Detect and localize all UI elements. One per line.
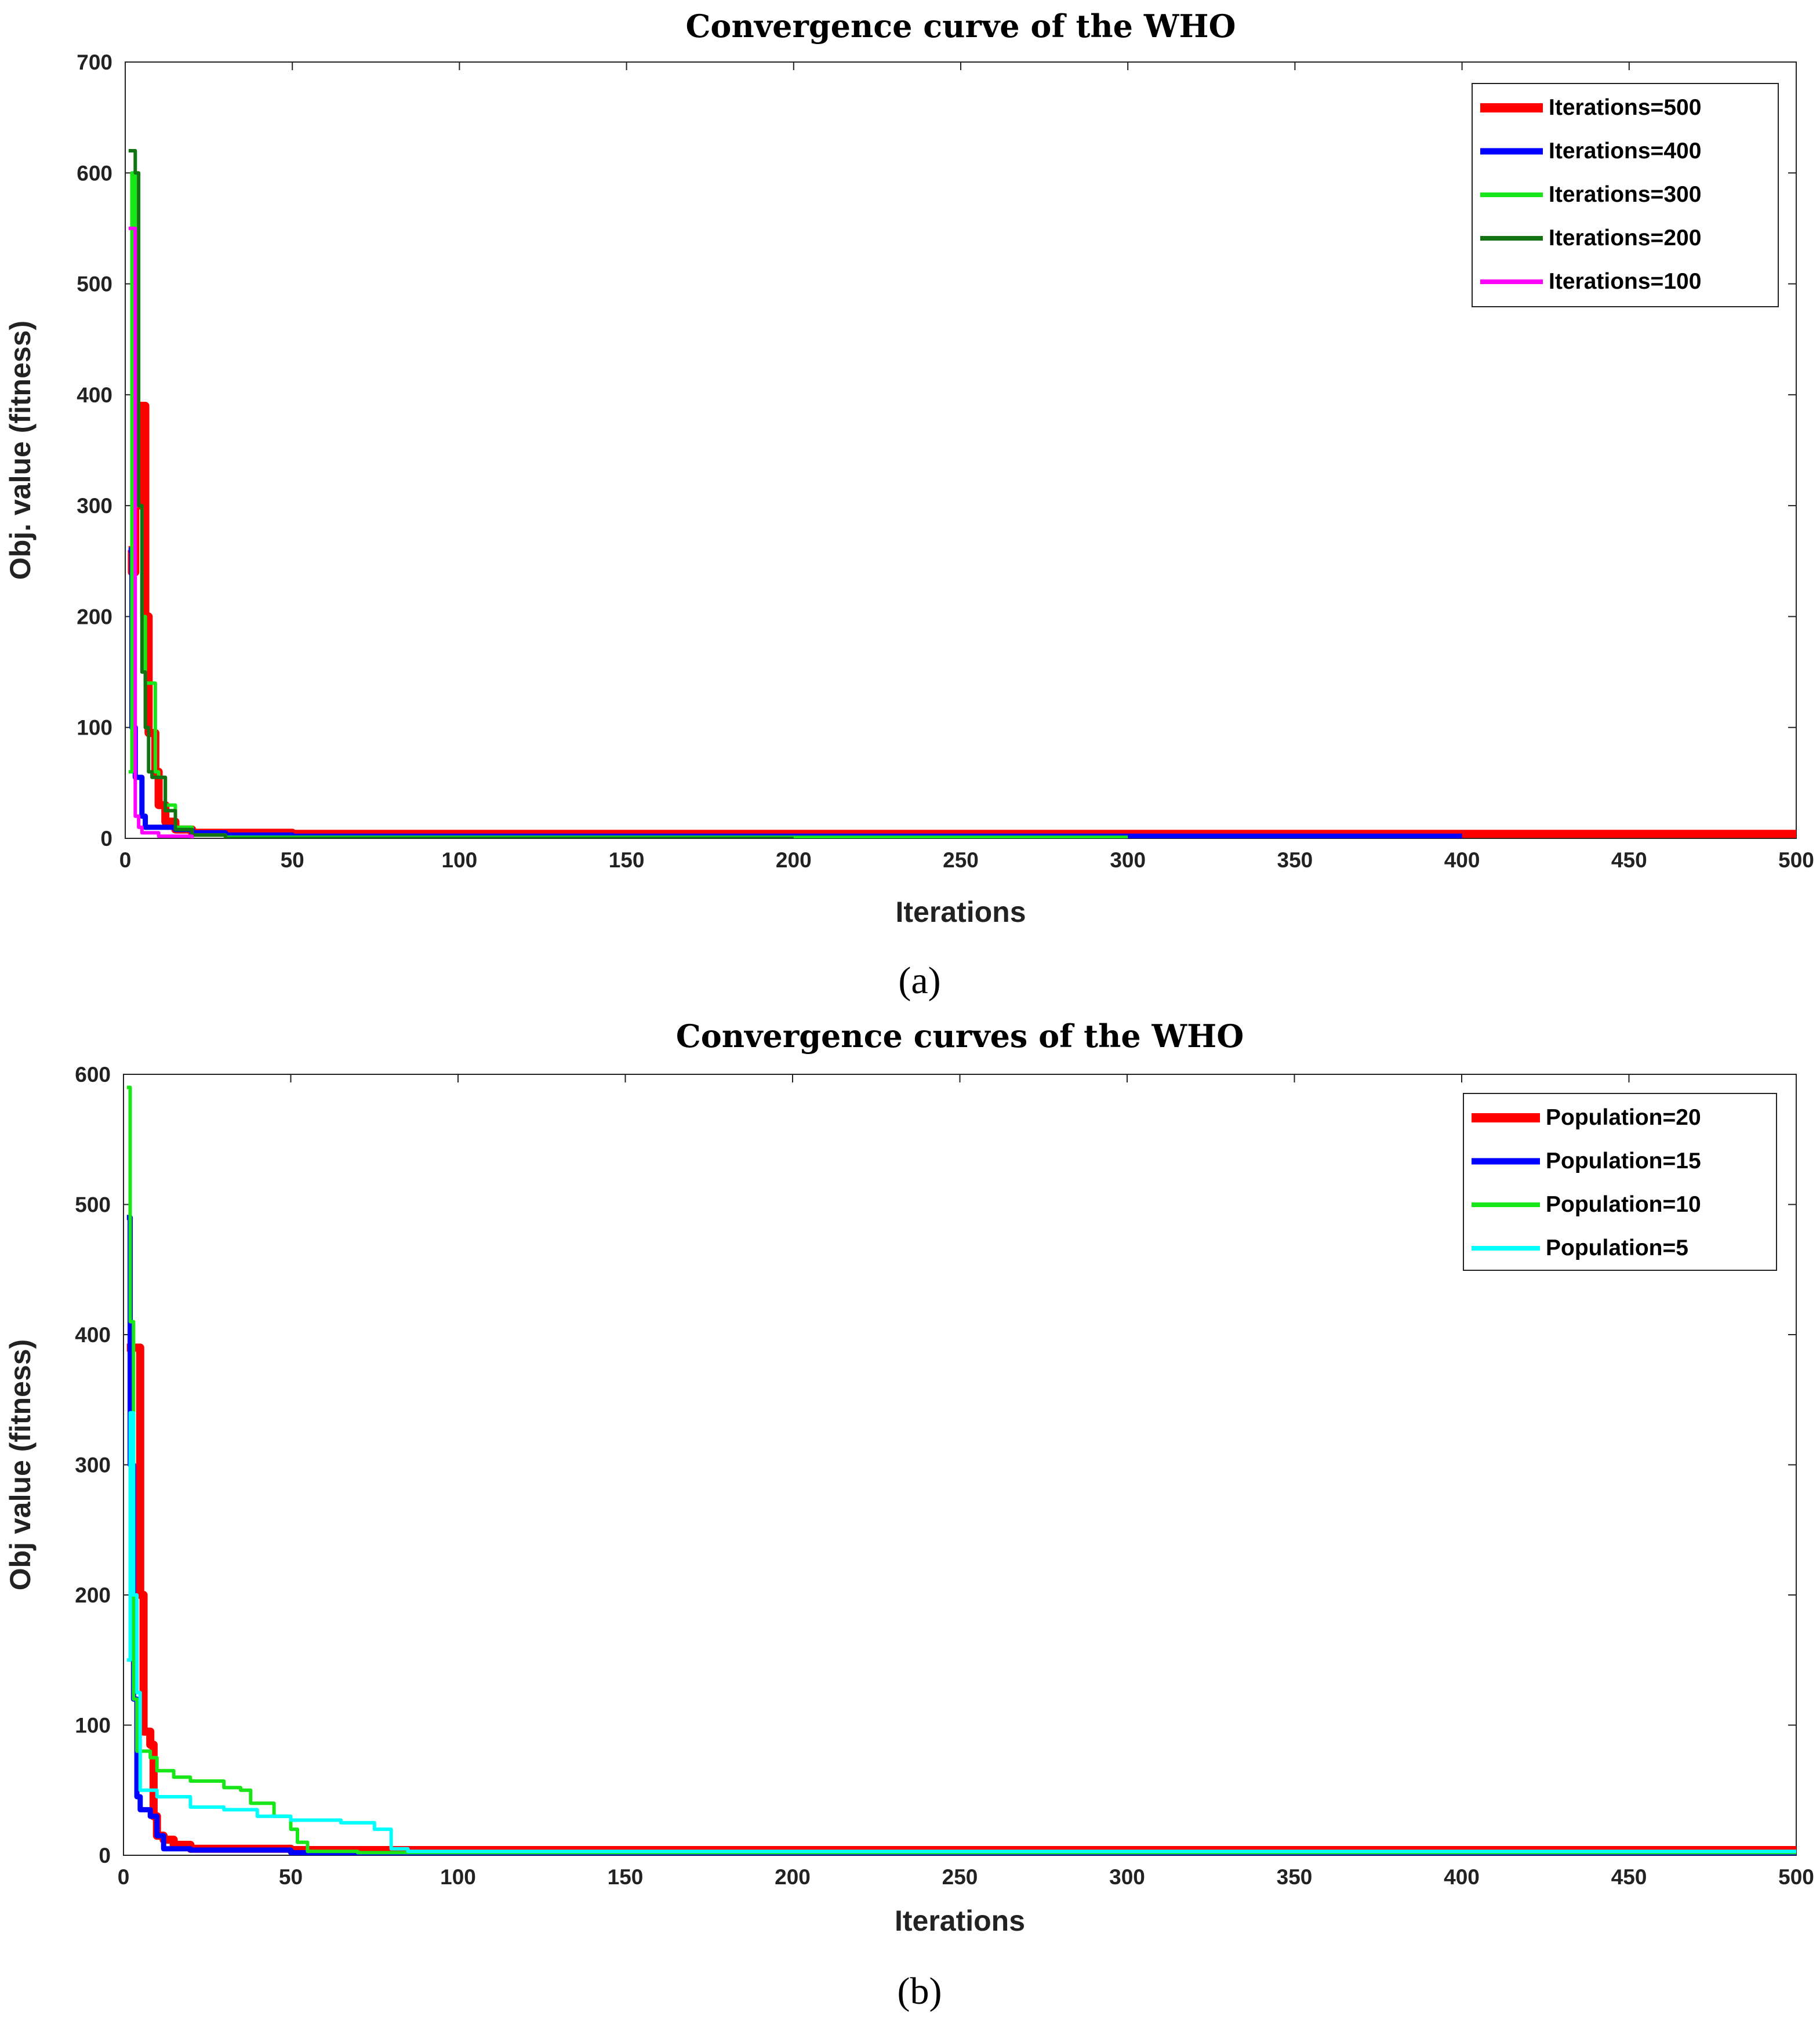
x-tick-label: 150 — [608, 1865, 644, 1889]
x-tick-label: 100 — [440, 1865, 476, 1889]
y-tick-label: 200 — [77, 605, 112, 628]
x-tick-label: 350 — [1277, 848, 1313, 872]
series-group — [126, 1085, 1796, 1855]
chart-panel-b: Convergence curves of the WHO 0 50 100 150 20… — [4, 1018, 1814, 2012]
chart-title: Convergence curves of the WHO — [676, 1018, 1244, 1055]
y-tick-label: 200 — [75, 1583, 111, 1607]
legend-entry: Iterations=500 — [1549, 95, 1701, 120]
series-line-4 — [128, 149, 794, 838]
x-tick-label: 0 — [119, 848, 132, 872]
chart-panel-a: Convergence curve of the WHO 0 50 100 150 200… — [4, 8, 1814, 1002]
x-tick-label: 450 — [1611, 1865, 1647, 1889]
series-line-5 — [128, 226, 194, 838]
x-tick-label: 50 — [279, 1865, 303, 1889]
y-tick-label: 300 — [75, 1453, 111, 1477]
legend-entry: Iterations=300 — [1549, 182, 1701, 207]
x-tick-label: 450 — [1611, 848, 1647, 872]
x-tick-label: 300 — [1109, 1865, 1145, 1889]
legend-entry: Population=5 — [1546, 1236, 1688, 1260]
x-tick-label: 300 — [1110, 848, 1146, 872]
x-tick-label: 400 — [1444, 1865, 1480, 1889]
legend-entry: Iterations=200 — [1549, 226, 1701, 250]
y-tick-label: 400 — [75, 1323, 111, 1347]
y-axis-label: Obj. value (fitness) — [4, 321, 37, 580]
y-tick-label: 400 — [77, 383, 112, 407]
y-tick-label: 300 — [77, 494, 112, 518]
x-tick-label: 400 — [1444, 848, 1480, 872]
x-tick-label: 350 — [1277, 1865, 1313, 1889]
x-tick-label: 200 — [775, 1865, 811, 1889]
y-tick-label: 500 — [77, 272, 112, 296]
y-tick-label: 700 — [77, 50, 112, 74]
chart-title: Convergence curve of the WHO — [685, 8, 1236, 45]
legend: Population=20 Population=15 Population=10 P… — [1463, 1093, 1777, 1271]
legend-entry: Population=20 — [1546, 1105, 1701, 1130]
y-tick-label: 100 — [77, 716, 112, 740]
y-tick-label: 100 — [75, 1714, 111, 1738]
legend-entry: Population=15 — [1546, 1149, 1701, 1173]
x-tick-label: 250 — [943, 848, 979, 872]
x-tick-label: 100 — [442, 848, 478, 872]
y-tick-label: 500 — [75, 1193, 111, 1217]
x-tick-label: 50 — [281, 848, 304, 872]
y-tick-label: 0 — [100, 827, 112, 851]
y-tick-label: 600 — [77, 161, 112, 185]
x-tick-label: 500 — [1778, 1865, 1814, 1889]
panel-caption: (a) — [898, 960, 940, 1002]
x-axis-label: Iterations — [895, 896, 1026, 928]
legend: Iterations=500 Iterations=400 Iterations=3… — [1472, 83, 1779, 307]
series-group — [128, 149, 1796, 838]
legend-box — [1463, 1093, 1777, 1271]
y-tick-label: 600 — [75, 1063, 111, 1087]
x-axis-label: Iterations — [895, 1905, 1025, 1937]
series-line-3 — [126, 1085, 1796, 1855]
x-tick-label: 500 — [1778, 848, 1814, 872]
legend-entry: Iterations=400 — [1549, 139, 1701, 163]
x-tick-label: 250 — [942, 1865, 978, 1889]
panel-caption: (b) — [898, 1970, 942, 2012]
legend-entry: Population=10 — [1546, 1192, 1701, 1217]
x-tick-label: 0 — [118, 1865, 130, 1889]
x-tick-label: 200 — [776, 848, 812, 872]
series-line-4 — [126, 1411, 1796, 1854]
legend-entry: Iterations=100 — [1549, 269, 1701, 294]
y-tick-label: 0 — [99, 1844, 111, 1867]
x-tick-label: 150 — [609, 848, 645, 872]
y-axis-label: Obj value (fitness) — [4, 1339, 37, 1590]
